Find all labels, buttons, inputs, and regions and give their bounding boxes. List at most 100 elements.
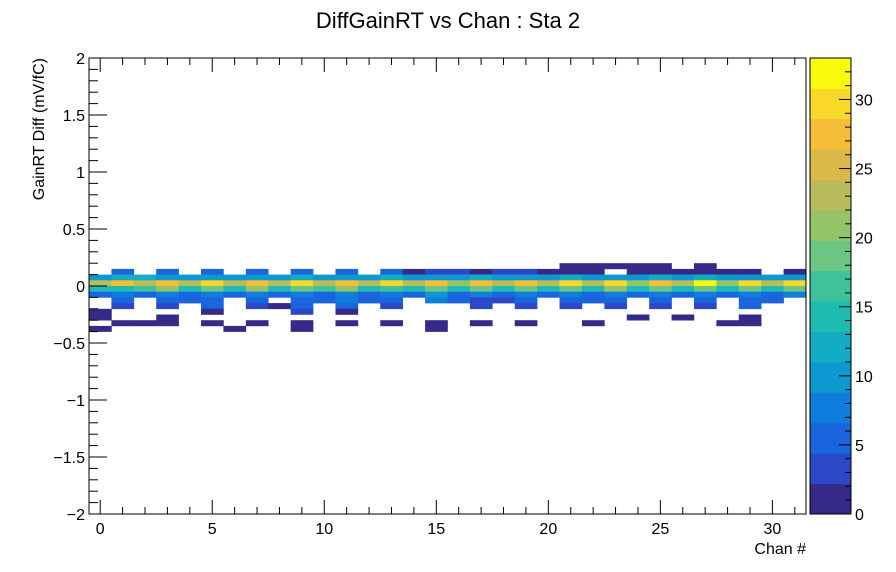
chart-title: DiffGainRT vs Chan : Sta 2 — [316, 8, 580, 33]
heatmap-cell — [223, 274, 247, 281]
heatmap-cell — [469, 286, 493, 292]
heatmap-cell — [245, 303, 269, 310]
heatmap-cell — [178, 286, 202, 292]
heatmap-cell — [514, 320, 538, 327]
heatmap-cell — [671, 314, 695, 321]
heatmap-cell — [201, 274, 224, 281]
z-tick-label: 20 — [855, 231, 873, 248]
heatmap-cell — [380, 291, 403, 298]
color-scale-segment — [810, 483, 851, 515]
y-tick-label: −1 — [67, 393, 85, 410]
heatmap-cell — [447, 280, 471, 287]
heatmap-cell — [559, 291, 583, 298]
heatmap-cell — [223, 280, 247, 287]
heatmap-cell — [201, 320, 224, 327]
heatmap-cell — [290, 286, 314, 292]
color-scale-segment — [810, 331, 851, 363]
heatmap-cell — [604, 274, 628, 281]
heatmap-cell — [738, 314, 762, 321]
heatmap-cell — [357, 274, 381, 281]
heatmap-cell — [111, 297, 135, 304]
heatmap-cell — [469, 274, 493, 281]
heatmap-cell — [649, 280, 672, 287]
heatmap-cell — [201, 308, 224, 315]
color-scale-segment — [810, 453, 851, 484]
z-tick-label: 30 — [855, 92, 873, 109]
heatmap-cell — [335, 280, 359, 287]
heatmap-cell — [604, 291, 628, 298]
heatmap-cell — [111, 320, 135, 327]
y-tick-label: 0.5 — [63, 222, 85, 239]
heatmap-cell — [111, 286, 135, 292]
color-scale-segment — [810, 88, 851, 120]
y-tick-label: −2 — [67, 507, 85, 524]
heatmap-cell — [738, 280, 762, 287]
heatmap-cell — [492, 274, 516, 281]
heatmap-cell — [290, 291, 314, 298]
z-tick-label: 0 — [855, 507, 864, 524]
heatmap-cell — [111, 274, 135, 281]
heatmap-cell — [761, 291, 784, 298]
heatmap-cell — [492, 268, 516, 275]
heatmap-cell — [738, 274, 762, 281]
heatmap-cell — [178, 280, 202, 287]
heatmap-cell — [761, 274, 784, 281]
heatmap-cell — [380, 286, 403, 292]
heatmap-cell — [604, 297, 628, 304]
heatmap-cell — [335, 297, 359, 304]
heatmap-cell — [425, 286, 448, 292]
heatmap-cell — [335, 274, 359, 281]
heatmap-cell — [133, 280, 157, 287]
heatmap-cell — [537, 280, 560, 287]
heatmap-cell — [245, 320, 269, 327]
heatmap-cell — [133, 291, 157, 298]
heatmap-cell — [693, 303, 717, 310]
heatmap-cell — [559, 286, 583, 292]
heatmap-cell — [581, 280, 605, 287]
heatmap-cell — [223, 291, 247, 298]
heatmap-cell — [761, 286, 784, 292]
heatmap-cell — [357, 286, 381, 292]
heatmap-cell — [716, 320, 740, 327]
heatmap-cell — [156, 320, 179, 327]
heatmap-cell — [559, 297, 583, 304]
heatmap-cell — [156, 291, 179, 298]
color-scale-frame — [809, 57, 852, 515]
heatmap-cell — [469, 320, 493, 327]
heatmap-cell — [223, 286, 247, 292]
heatmap-cell — [313, 286, 336, 292]
y-axis: −2 −1.5 −1 −0.5 0 0.5 1 1.5 2 — [53, 51, 107, 524]
heatmap-cell — [290, 297, 314, 304]
y-tick-label: 0 — [76, 279, 85, 296]
heatmap-cell — [447, 291, 471, 298]
heatmap-cell — [245, 274, 269, 281]
heatmap-cell — [626, 314, 650, 321]
heatmap-cell — [425, 280, 448, 287]
heatmap-cell — [492, 280, 516, 287]
y-tick-label: 2 — [76, 51, 85, 68]
color-scale-segment — [810, 118, 851, 150]
heatmap-cell — [581, 274, 605, 281]
heatmap-cell — [402, 291, 426, 298]
heatmap-cell — [111, 280, 135, 287]
heatmap-cell — [133, 274, 157, 281]
heatmap-cell — [693, 280, 717, 287]
heatmap-cell — [738, 268, 762, 275]
heatmap-cell — [559, 268, 583, 275]
heatmap-cell — [290, 268, 314, 275]
heatmap-cell — [604, 263, 628, 270]
x-axis-label: Chan # — [754, 541, 806, 558]
heatmap-cell — [402, 286, 426, 292]
heatmap-cell — [290, 280, 314, 287]
heatmap-cell — [201, 303, 224, 310]
heatmap-cell — [693, 263, 717, 270]
heatmap-cell — [156, 286, 179, 292]
heatmap-cell — [716, 280, 740, 287]
heatmap-cell — [761, 297, 784, 304]
heatmap-cell — [537, 274, 560, 281]
heatmap-cell — [738, 291, 762, 298]
heatmap-cell — [604, 280, 628, 287]
heatmap-cell — [425, 291, 448, 298]
heatmap-cell — [335, 286, 359, 292]
heatmap-cell — [649, 303, 672, 310]
